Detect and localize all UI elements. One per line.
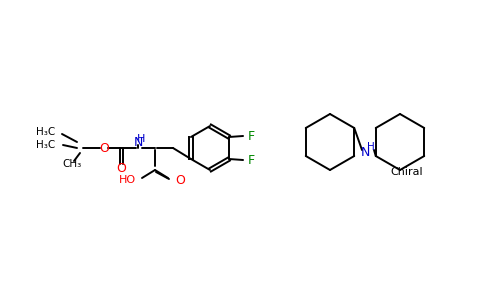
Text: O: O xyxy=(116,161,126,175)
Text: H₃C: H₃C xyxy=(36,140,55,150)
Text: H₃C: H₃C xyxy=(36,127,55,137)
Text: O: O xyxy=(99,142,109,154)
Text: F: F xyxy=(247,130,255,142)
Text: O: O xyxy=(175,173,185,187)
Text: N: N xyxy=(133,136,143,149)
Text: Chiral: Chiral xyxy=(390,167,423,177)
Text: H: H xyxy=(367,142,375,152)
Text: N: N xyxy=(360,146,370,158)
Text: H: H xyxy=(137,134,145,144)
Text: HO: HO xyxy=(119,175,136,185)
Text: CH₃: CH₃ xyxy=(62,159,82,169)
Text: F: F xyxy=(247,154,255,166)
